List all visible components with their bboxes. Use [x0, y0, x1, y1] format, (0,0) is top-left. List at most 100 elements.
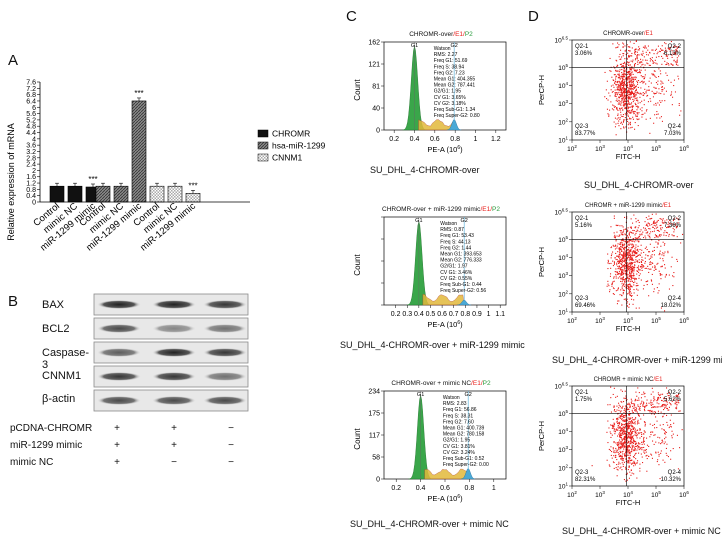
blot-band [152, 348, 196, 357]
cell-cycle-histogram: CHROMR-over + miR-1299 mimic/E1/P2Count0… [353, 206, 507, 329]
scatter-point [620, 410, 622, 412]
scatter-point [660, 393, 662, 395]
scatter-point [654, 234, 656, 236]
scatter-point [641, 449, 643, 451]
scatter-point [629, 270, 631, 272]
scatter-point [633, 95, 635, 97]
scatter-point [653, 222, 655, 224]
scatter-point [635, 435, 637, 437]
scatter-point [632, 270, 634, 272]
scatter-point [635, 307, 637, 309]
scatter-point [637, 248, 639, 250]
scatter-point [638, 399, 640, 401]
scatter-point [662, 258, 664, 260]
scatter-point [637, 105, 639, 107]
scatter-point [629, 121, 631, 123]
scatter-point [647, 409, 649, 411]
scatter-point [611, 108, 613, 110]
scatter-point [621, 250, 623, 252]
scatter-point [630, 432, 632, 434]
scatter-point [670, 403, 672, 405]
scatter-point [635, 104, 637, 106]
scatter-point [614, 236, 616, 238]
scatter-point [631, 403, 633, 405]
scatter-point [612, 79, 614, 81]
scatter-point [660, 411, 662, 413]
scatter-point [630, 262, 632, 264]
scatter-point [654, 411, 656, 413]
scatter-point [630, 429, 632, 431]
scatter-point [621, 270, 623, 272]
scatter-point [643, 391, 645, 393]
scatter-point [620, 263, 622, 265]
scatter-point [613, 405, 615, 407]
scatter-point [625, 85, 627, 87]
scatter-point [641, 433, 643, 435]
scatter-point [621, 240, 623, 242]
quadrant-percent: 18.02% [661, 303, 682, 309]
scatter-point [631, 109, 633, 111]
scatter-point [636, 51, 638, 53]
scatter-point [627, 237, 629, 239]
scatter-point [637, 92, 639, 94]
scatter-point [631, 425, 633, 427]
scatter-point [648, 89, 650, 91]
scatter-point [623, 85, 625, 87]
scatter-point [631, 444, 633, 446]
scatter-point [649, 51, 651, 53]
scatter-caption: SU_DHL_4-CHROMR-over [584, 180, 694, 190]
scatter-point [623, 73, 625, 75]
scatter-point [646, 109, 648, 111]
scatter-point [626, 254, 628, 256]
scatter-point [633, 462, 635, 464]
scatter-point [629, 91, 631, 93]
scatter-point [627, 82, 629, 84]
scatter-point [669, 222, 671, 224]
scatter-point [659, 235, 661, 237]
scatter-point [630, 96, 632, 98]
scatter-point [670, 54, 672, 56]
scatter-point [633, 419, 635, 421]
scatter-point [628, 87, 630, 89]
scatter-point [628, 402, 630, 404]
scatter-point [674, 403, 676, 405]
scatter-point [611, 91, 613, 93]
scatter-point [631, 445, 633, 447]
scatter-point [655, 406, 657, 408]
scatter-point [657, 236, 659, 238]
blot-band [203, 324, 247, 333]
scatter-point [647, 218, 649, 220]
scatter-point [635, 285, 637, 287]
scatter-point [664, 220, 666, 222]
scatter-point [626, 249, 628, 251]
scatter-point [638, 268, 640, 270]
scatter-point [655, 92, 657, 94]
scatter-point [635, 76, 637, 78]
scatter-point [620, 289, 622, 291]
scatter-point [611, 451, 613, 453]
scatter-point [634, 237, 636, 239]
scatter-point [644, 46, 646, 48]
scatter-point [620, 280, 622, 282]
stat-line: G2/G1: 1.97 [440, 264, 467, 270]
scatter-point [637, 447, 639, 449]
scatter-point [623, 104, 625, 106]
scatter-point [647, 265, 649, 267]
scatter-point [624, 97, 626, 99]
scatter-point [631, 446, 633, 448]
stat-line: Freq G1: 53.43 [440, 233, 474, 239]
scatter-point [647, 222, 649, 224]
scatter-point [635, 399, 637, 401]
scatter-point [628, 77, 630, 79]
scatter-point [624, 268, 626, 270]
scatter-point [622, 265, 624, 267]
scatter-point [664, 100, 666, 102]
scatter-point [643, 405, 645, 407]
scatter-point [617, 273, 619, 275]
scatter-point [632, 282, 634, 284]
scatter-point [627, 108, 629, 110]
scatter-point [639, 443, 641, 445]
scatter-point [612, 265, 614, 267]
scatter-point [630, 424, 632, 426]
scatter-point [621, 81, 623, 83]
